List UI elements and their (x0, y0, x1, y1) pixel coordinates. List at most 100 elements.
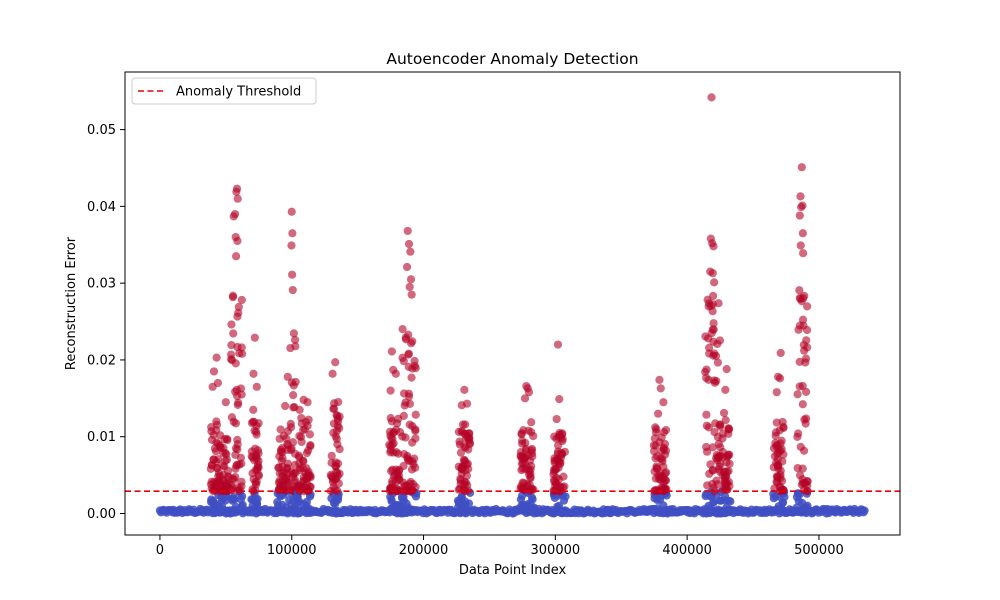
anomaly-point (708, 300, 718, 309)
anomaly-point (658, 457, 667, 466)
anomaly-point (286, 423, 296, 432)
anomaly-point (708, 325, 717, 334)
anomaly-spike-point (462, 399, 472, 408)
anomaly-point (710, 428, 719, 437)
anomaly-point (305, 430, 314, 439)
anomaly-point (405, 420, 414, 429)
anomaly-point (282, 474, 291, 483)
anomaly-point (555, 482, 565, 491)
normal-point (228, 495, 237, 504)
anomaly-spike-point (288, 285, 297, 295)
normal-point (302, 509, 311, 518)
anomaly-point (290, 475, 299, 485)
anomaly-point (386, 483, 395, 493)
anomaly-point (774, 445, 783, 454)
anomaly-point (550, 454, 559, 463)
anomaly-spike-point (281, 401, 290, 411)
anomaly-point (771, 439, 780, 448)
anomaly-point (797, 480, 806, 489)
x-tick-label: 100000 (267, 543, 317, 558)
anomaly-point (231, 473, 240, 482)
normal-point (281, 507, 290, 516)
anomaly-point (399, 461, 408, 471)
anomaly-spike-point (402, 262, 412, 272)
anomaly-spike-point (249, 369, 258, 378)
anomaly-point (288, 438, 298, 447)
normal-point (387, 504, 396, 513)
normal-point (650, 494, 659, 503)
anomaly-point (234, 302, 243, 312)
anomaly-spike-point (798, 229, 807, 238)
anomaly-spike-point (520, 394, 530, 403)
anomaly-point (333, 414, 342, 423)
anomaly-spike-point (252, 382, 261, 391)
anomaly-point (455, 437, 464, 446)
normal-point (860, 506, 869, 515)
anomaly-point (650, 467, 659, 476)
anomaly-point (772, 418, 781, 427)
anomaly-spike-point (250, 333, 259, 342)
anomaly-spike-point (721, 385, 730, 394)
anomaly-point (772, 472, 781, 481)
anomaly-point (559, 472, 568, 481)
anomaly-point (710, 349, 719, 358)
anomaly-point (779, 423, 788, 433)
anomaly-point (715, 462, 724, 471)
anomaly-point (295, 431, 304, 441)
anomaly-point (662, 468, 671, 477)
anomaly-point (233, 460, 242, 469)
anomaly-point (401, 433, 410, 442)
normal-point (333, 509, 342, 518)
x-axis: 0 100000 200000 300000 400000 500000 (156, 535, 844, 558)
anomaly-spike-point (654, 409, 663, 418)
anomaly-point (527, 418, 536, 427)
anomaly-point (661, 446, 671, 455)
normal-point (407, 508, 416, 517)
anomaly-point (724, 450, 733, 459)
anomaly-point (251, 444, 260, 453)
x-tick-label: 0 (156, 543, 164, 558)
anomaly-point (404, 389, 413, 398)
anomaly-point (801, 419, 810, 428)
normal-point (453, 503, 463, 512)
anomaly-point (408, 337, 417, 346)
anomaly-point (798, 400, 807, 409)
anomaly-spike-point (387, 347, 396, 356)
anomaly-point (404, 349, 413, 358)
anomaly-point (227, 320, 236, 329)
legend-box (131, 77, 317, 105)
legend-threshold-label: Anomaly Threshold (176, 85, 301, 100)
anomaly-point (462, 471, 472, 480)
anomaly-point (327, 451, 336, 460)
normal-point (518, 500, 527, 509)
anomaly-spike-point (656, 384, 665, 393)
anomaly-point (793, 390, 802, 399)
anomaly-point (803, 302, 812, 311)
anomaly-point (801, 387, 811, 396)
anomaly-point (709, 291, 718, 301)
anomaly-point (236, 453, 246, 462)
anomaly-point (207, 477, 216, 486)
anomaly-spike-point (708, 269, 717, 278)
anomaly-spike-point (233, 236, 242, 246)
anomaly-point (301, 417, 310, 427)
anomaly-spike-point (709, 242, 718, 251)
anomaly-spike-point (295, 405, 304, 414)
anomaly-point (227, 340, 236, 350)
anomaly-spike-point (288, 270, 297, 279)
anomaly-spike-point (797, 163, 806, 172)
normal-point (459, 502, 469, 512)
anomaly-spike-point (775, 374, 785, 383)
anomaly-point (410, 356, 419, 366)
anomaly-point (556, 458, 565, 467)
y-axis: 0.00 0.01 0.02 0.03 0.04 0.05 (87, 123, 125, 522)
normal-point (210, 500, 219, 509)
normal-point (228, 506, 237, 515)
anomaly-point (802, 336, 811, 345)
normal-point (724, 496, 733, 505)
anomaly-spike-point (232, 252, 241, 261)
anomaly-point (713, 358, 723, 367)
x-axis-label: Data Point Index (459, 563, 567, 578)
anomaly-point (237, 482, 246, 491)
anomaly-point (715, 336, 725, 345)
